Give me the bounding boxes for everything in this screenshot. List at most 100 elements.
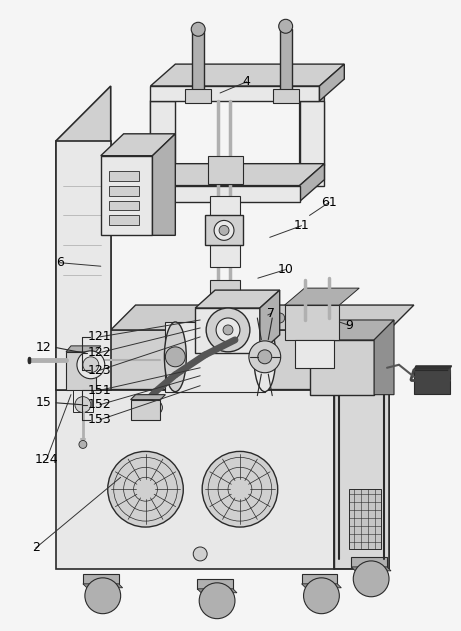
Circle shape [202, 451, 278, 527]
Circle shape [214, 220, 234, 240]
Bar [109, 170, 139, 180]
Polygon shape [66, 346, 101, 352]
Circle shape [77, 351, 105, 379]
Bar [300, 101, 325, 186]
Circle shape [79, 440, 87, 449]
Text: 122: 122 [88, 346, 112, 359]
Bar [130, 399, 160, 420]
Circle shape [353, 561, 389, 597]
Text: 61: 61 [321, 196, 337, 209]
Circle shape [275, 313, 285, 323]
Circle shape [148, 401, 162, 415]
Bar [56, 141, 111, 390]
Bar [351, 557, 387, 567]
Text: 6: 6 [56, 256, 64, 269]
Bar [210, 245, 240, 267]
Polygon shape [195, 290, 280, 308]
Ellipse shape [165, 322, 186, 392]
Ellipse shape [254, 322, 276, 392]
Polygon shape [56, 330, 389, 390]
Bar [109, 186, 139, 196]
Bar [210, 196, 240, 218]
Bar [101, 156, 153, 235]
Polygon shape [334, 330, 389, 569]
Polygon shape [285, 288, 359, 305]
Bar [73, 390, 93, 411]
Bar [295, 340, 334, 368]
Polygon shape [150, 79, 175, 186]
Polygon shape [319, 64, 344, 101]
Polygon shape [300, 163, 325, 201]
Polygon shape [56, 86, 111, 390]
Polygon shape [101, 134, 175, 156]
Bar [210, 280, 240, 298]
Text: 124: 124 [35, 454, 58, 466]
Circle shape [303, 578, 339, 614]
Bar [109, 201, 139, 211]
Text: 10: 10 [278, 263, 293, 276]
Bar [349, 489, 381, 549]
Circle shape [83, 357, 99, 373]
Polygon shape [56, 390, 334, 569]
Circle shape [279, 20, 293, 33]
Circle shape [249, 341, 281, 373]
Polygon shape [150, 64, 344, 86]
Polygon shape [153, 134, 175, 235]
Polygon shape [374, 320, 394, 394]
Circle shape [85, 578, 121, 614]
Bar [66, 352, 96, 390]
Polygon shape [351, 567, 391, 571]
Polygon shape [83, 584, 123, 588]
Circle shape [191, 22, 205, 36]
Bar [280, 29, 292, 94]
Bar [344, 355, 379, 383]
Bar [195, 308, 260, 353]
Text: 151: 151 [88, 384, 112, 397]
Polygon shape [150, 163, 325, 186]
Text: 7: 7 [267, 307, 275, 320]
Circle shape [219, 225, 229, 235]
Bar [285, 305, 339, 340]
Bar [273, 89, 299, 103]
Circle shape [75, 397, 91, 413]
Text: 9: 9 [346, 319, 354, 332]
Bar [150, 101, 175, 186]
Polygon shape [150, 86, 319, 101]
Bar [208, 156, 243, 184]
Text: 153: 153 [88, 413, 112, 427]
Bar [309, 340, 374, 394]
Text: 11: 11 [294, 219, 309, 232]
Polygon shape [197, 589, 237, 593]
Circle shape [258, 350, 272, 364]
Polygon shape [334, 330, 389, 569]
Bar [301, 574, 337, 584]
Circle shape [193, 547, 207, 561]
Circle shape [216, 318, 240, 342]
Circle shape [223, 325, 233, 335]
Polygon shape [130, 394, 165, 399]
Polygon shape [309, 320, 394, 340]
Circle shape [199, 583, 235, 618]
Bar [205, 215, 243, 245]
Circle shape [108, 451, 183, 527]
Polygon shape [300, 79, 325, 186]
Polygon shape [414, 366, 452, 370]
Polygon shape [165, 322, 265, 392]
Bar [197, 579, 233, 589]
Bar [150, 186, 300, 201]
Bar [83, 574, 118, 584]
Bar [185, 89, 211, 103]
Polygon shape [301, 584, 341, 588]
Circle shape [165, 347, 185, 367]
Bar [109, 215, 139, 225]
Bar [414, 370, 449, 394]
Text: 15: 15 [36, 396, 52, 410]
Text: 121: 121 [88, 331, 112, 343]
Polygon shape [260, 290, 280, 353]
Text: 12: 12 [36, 341, 52, 354]
Text: 123: 123 [88, 363, 112, 377]
Bar [192, 32, 204, 96]
Polygon shape [111, 305, 414, 330]
Text: 2: 2 [32, 541, 40, 555]
Text: 152: 152 [88, 398, 112, 411]
